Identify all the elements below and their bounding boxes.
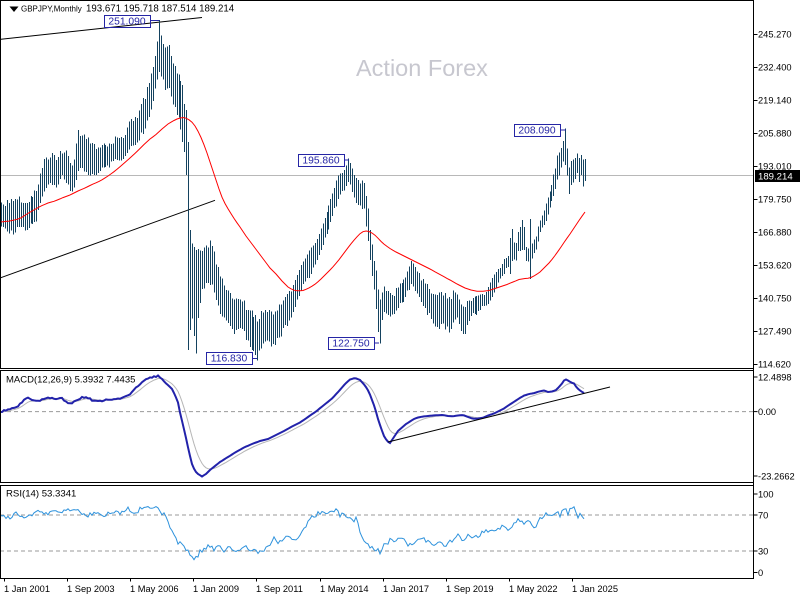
svg-text:1 May 2014: 1 May 2014 (320, 584, 369, 594)
svg-text:Action Forex: Action Forex (356, 55, 488, 81)
svg-text:122.750: 122.750 (332, 339, 369, 350)
svg-text:1 May 2006: 1 May 2006 (130, 584, 179, 594)
svg-text:232.400: 232.400 (758, 63, 792, 73)
svg-text:251.090: 251.090 (108, 17, 145, 28)
svg-text:1 Sep 2003: 1 Sep 2003 (67, 584, 115, 594)
svg-text:1 Sep 2019: 1 Sep 2019 (446, 584, 494, 594)
svg-text:0: 0 (758, 568, 763, 578)
svg-text:12.4898: 12.4898 (758, 373, 792, 383)
svg-text:100: 100 (758, 490, 774, 500)
svg-text:179.750: 179.750 (758, 195, 792, 205)
svg-text:205.880: 205.880 (758, 129, 792, 139)
svg-text:1 Jan 2017: 1 Jan 2017 (383, 584, 429, 594)
svg-text:219.140: 219.140 (758, 96, 792, 106)
svg-text:RSI(14) 53.3341: RSI(14) 53.3341 (6, 489, 76, 500)
svg-text:166.880: 166.880 (758, 228, 792, 238)
svg-text:140.750: 140.750 (758, 294, 792, 304)
svg-text:1 Jan 2009: 1 Jan 2009 (193, 584, 239, 594)
svg-text:208.090: 208.090 (518, 126, 555, 137)
svg-text:70: 70 (758, 511, 768, 521)
svg-text:153.620: 153.620 (758, 261, 792, 271)
svg-text:114.620: 114.620 (758, 360, 791, 370)
svg-text:195.860: 195.860 (302, 156, 339, 167)
svg-text:116.830: 116.830 (211, 354, 248, 365)
svg-text:189.214: 189.214 (758, 172, 793, 183)
svg-text:1 Sep 2011: 1 Sep 2011 (256, 584, 303, 594)
svg-text:245.270: 245.270 (758, 30, 792, 40)
svg-text:1 Jan 2001: 1 Jan 2001 (4, 584, 50, 594)
svg-text:1 Jan 2025: 1 Jan 2025 (572, 584, 618, 594)
svg-text:-23.2662: -23.2662 (758, 472, 795, 482)
svg-text:30: 30 (758, 547, 768, 557)
svg-text:MACD(12,26,9) 5.3932 7.4435: MACD(12,26,9) 5.3932 7.4435 (6, 375, 135, 386)
svg-text:GBPJPY,Monthly: GBPJPY,Monthly (21, 5, 82, 14)
svg-text:193.671 195.718 187.514 189.21: 193.671 195.718 187.514 189.214 (86, 4, 235, 15)
svg-text:1 May 2022: 1 May 2022 (509, 584, 558, 594)
svg-text:127.490: 127.490 (758, 327, 792, 337)
svg-text:0.00: 0.00 (758, 407, 776, 417)
svg-text:193.010: 193.010 (758, 162, 792, 172)
